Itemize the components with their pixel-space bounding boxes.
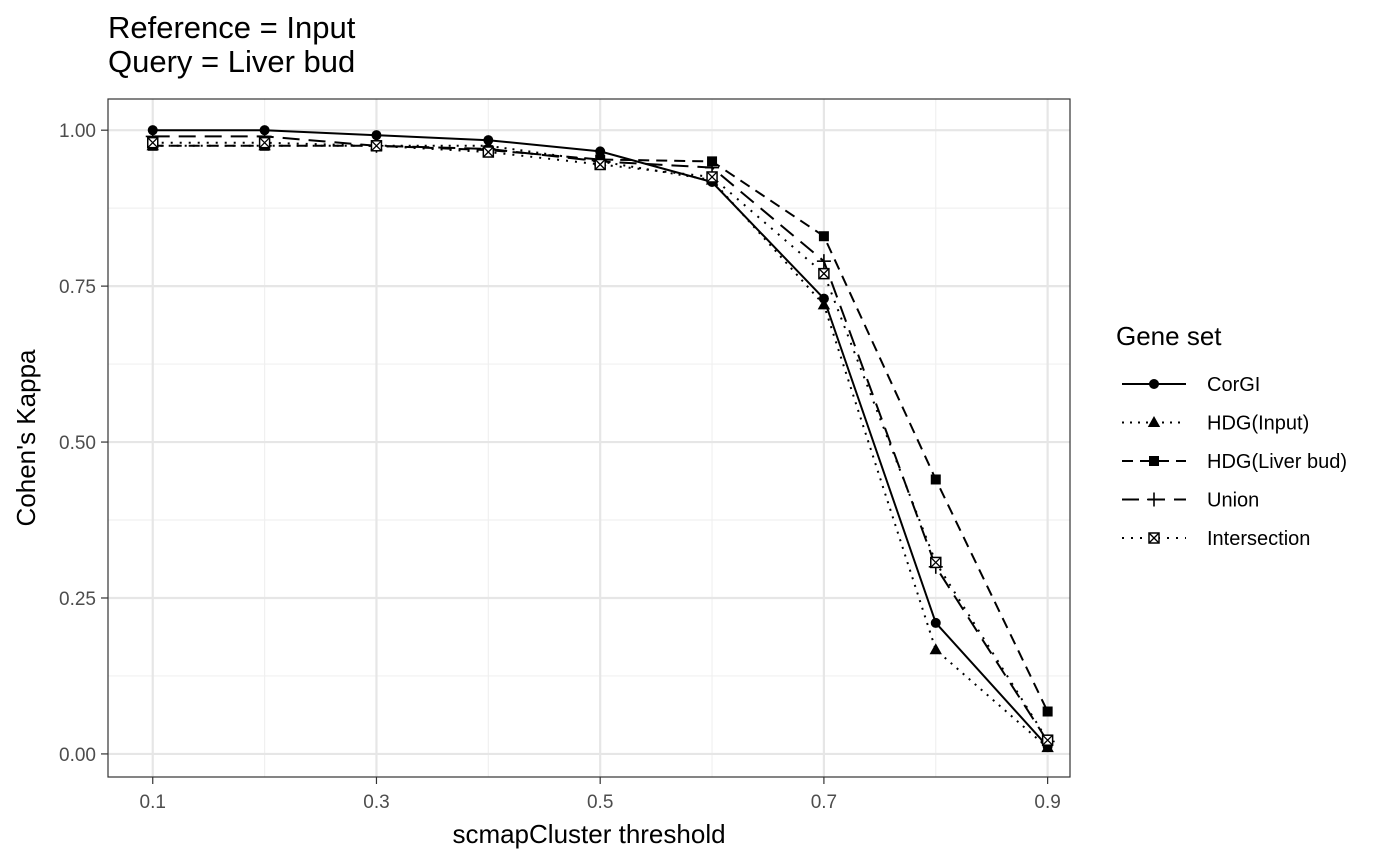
y-tick-label: 1.00 — [59, 121, 96, 142]
plot-border — [107, 98, 1071, 778]
legend-title: Gene set — [1116, 321, 1222, 351]
legend-label: Intersection — [1207, 528, 1310, 550]
plot-panel — [108, 99, 1070, 777]
major-gridlines — [108, 99, 1070, 777]
legend-item: HDG(Liver bud) — [1122, 451, 1347, 473]
legend-label: HDG(Input) — [1207, 413, 1309, 435]
legend-marker — [1147, 416, 1161, 427]
title-line: Query = Liver bud — [108, 44, 355, 79]
title-line: Reference = Input — [108, 10, 356, 45]
data-point-2 — [818, 231, 829, 242]
data-point-1 — [817, 298, 831, 310]
x-axis-label: scmapCluster threshold — [452, 819, 725, 849]
data-point-4 — [482, 146, 495, 158]
x-tick-label: 0.7 — [811, 792, 837, 813]
legend-marker — [1147, 492, 1161, 507]
legend-marker — [1149, 456, 1159, 466]
y-tick-label: 0.75 — [59, 277, 96, 298]
y-tick-label: 0.00 — [59, 745, 96, 766]
data-point-4 — [594, 158, 606, 171]
legend-label: CorGI — [1207, 374, 1260, 396]
data-point-0 — [930, 617, 941, 628]
minor-gridlines — [108, 99, 1070, 777]
data-point-4 — [930, 556, 942, 569]
legend-item: Union — [1122, 490, 1259, 512]
series-line-2 — [152, 144, 1049, 712]
series-points — [145, 125, 1055, 753]
x-tick-label: 0.3 — [363, 792, 389, 813]
x-axis: 0.1 0.3 0.5 0.7 0.9 — [140, 777, 1061, 813]
data-point-2 — [930, 474, 941, 485]
data-point-4 — [370, 140, 383, 152]
y-axis-label: Cohen's Kappa — [11, 349, 41, 527]
data-point-2 — [1042, 706, 1053, 717]
data-point-0 — [371, 130, 382, 141]
data-point-0 — [595, 146, 606, 157]
legend-item: HDG(Input) — [1122, 413, 1309, 435]
data-point-4 — [706, 171, 718, 183]
x-tick-label: 0.9 — [1034, 792, 1060, 813]
data-point-4 — [258, 136, 271, 149]
y-tick-label: 0.50 — [59, 433, 96, 454]
legend-marker — [1149, 379, 1159, 389]
data-point-3 — [816, 254, 831, 269]
y-tick-label: 0.25 — [59, 589, 96, 610]
data-point-4 — [1041, 734, 1054, 746]
data-point-4 — [146, 136, 159, 149]
legend-marker — [1148, 532, 1160, 544]
legend-item: Intersection — [1122, 528, 1310, 550]
legend-label: Union — [1207, 490, 1259, 512]
data-point-1 — [929, 643, 942, 655]
y-axis: 0.00 0.25 0.50 0.75 1.00 — [59, 121, 108, 766]
legend-item: CorGI — [1122, 374, 1260, 396]
legend-items: CorGI HDG(Input) HDG(Liver bud) Union Inters… — [1122, 374, 1347, 550]
x-tick-label: 0.5 — [587, 792, 613, 813]
data-point-4 — [818, 267, 830, 280]
legend: Gene set CorGI HDG(Input) HDG(Liver bud) Un… — [1116, 321, 1347, 550]
legend-label: HDG(Liver bud) — [1207, 451, 1347, 473]
x-tick-label: 0.1 — [140, 792, 166, 813]
